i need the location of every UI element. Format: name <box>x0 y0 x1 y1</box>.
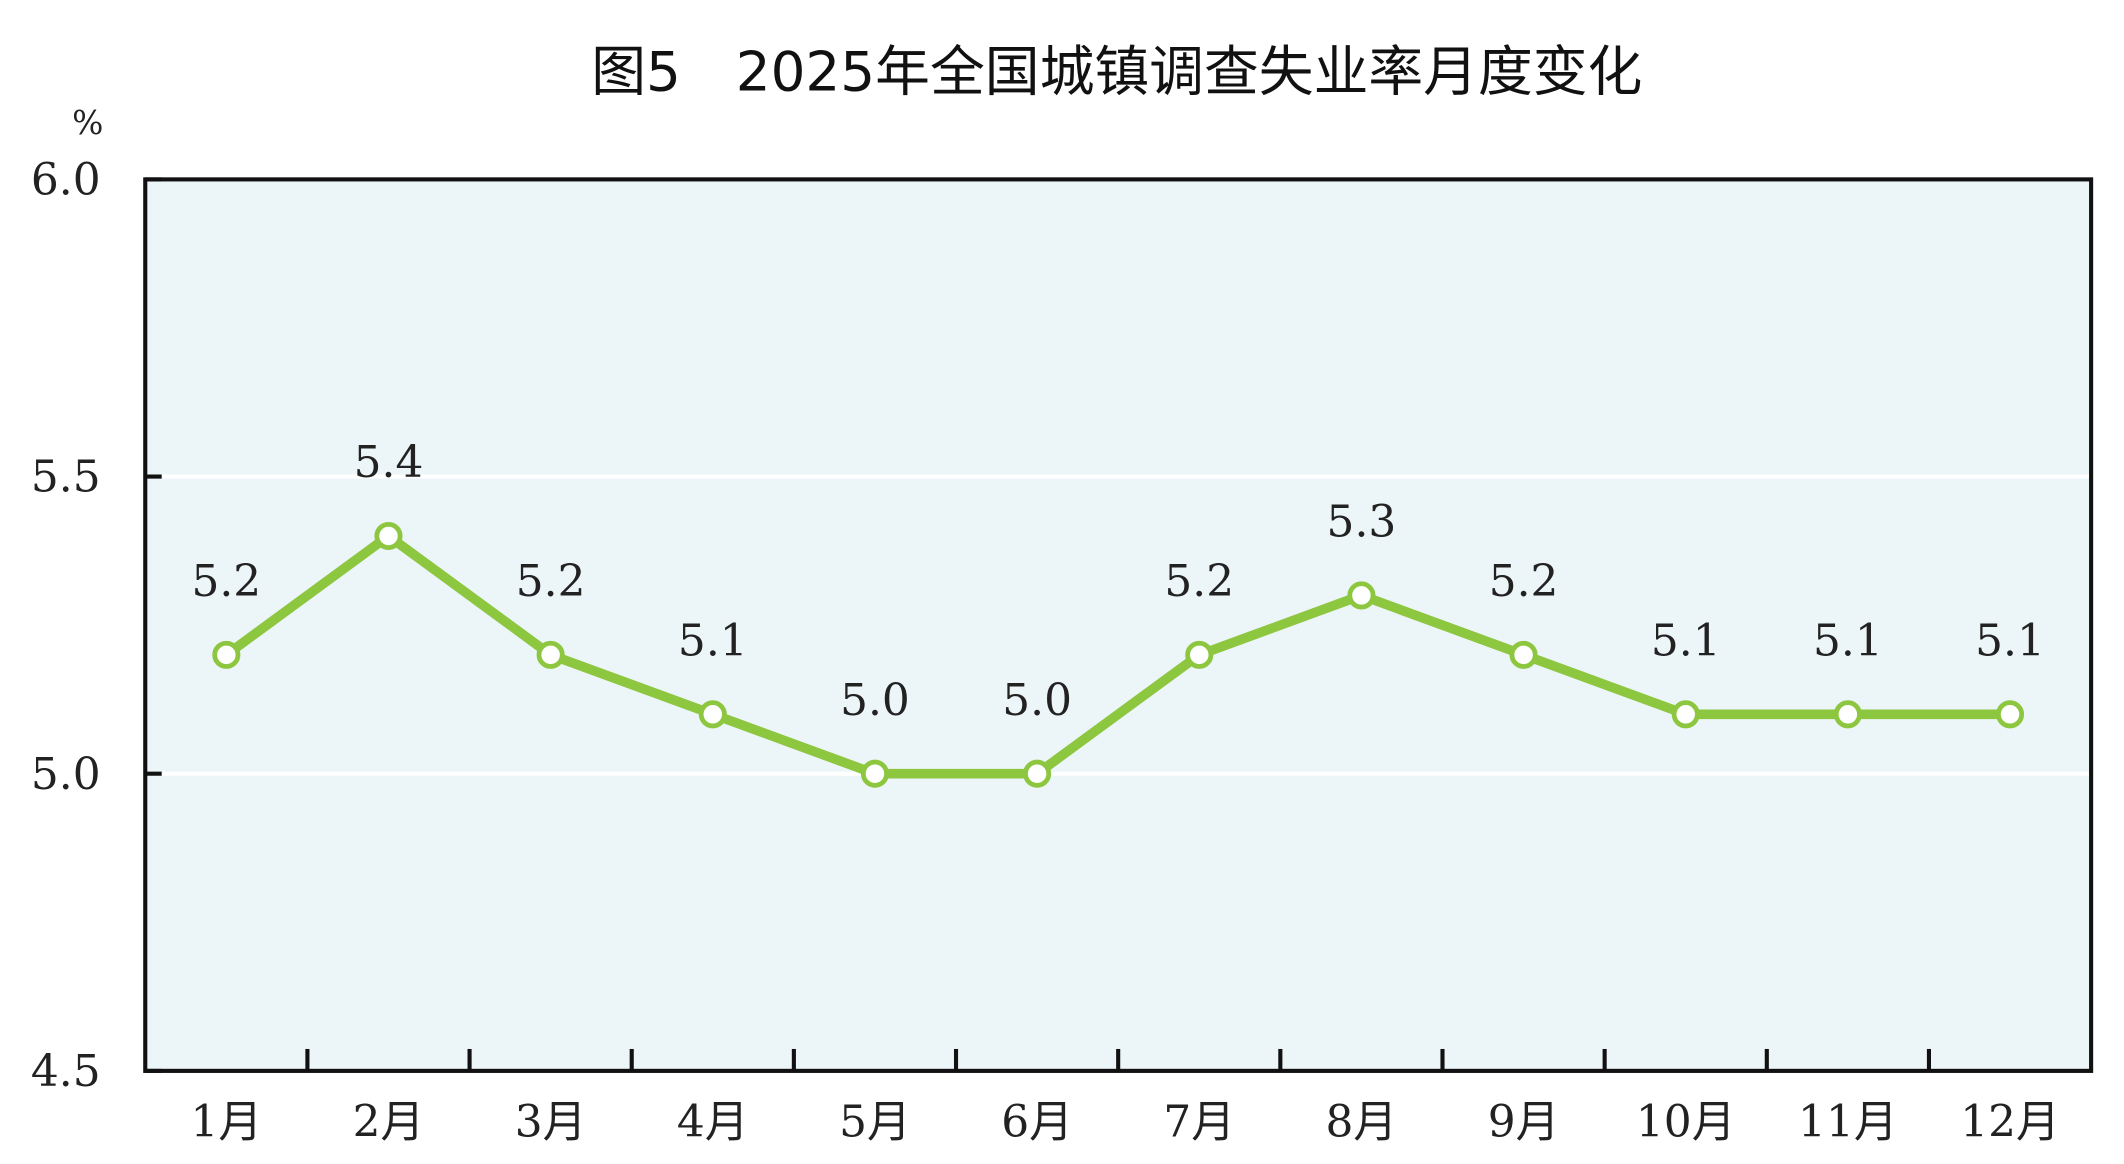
data-point <box>698 700 727 729</box>
data-label: 5.0 <box>1002 675 1072 726</box>
data-point <box>536 640 565 669</box>
chart-title: 图5 2025年全国城镇调查失业率月度变化 <box>591 39 1642 103</box>
y-tick-label: 6.0 <box>31 154 101 205</box>
data-point <box>860 759 889 788</box>
x-tick-label: 11月 <box>1798 1097 1898 1148</box>
x-tick-label: 2月 <box>353 1097 425 1148</box>
data-label: 5.3 <box>1327 497 1397 548</box>
y-axis-unit: % <box>72 103 103 142</box>
data-label: 5.2 <box>516 556 586 607</box>
data-point <box>1347 581 1376 610</box>
data-point <box>1023 759 1052 788</box>
data-point <box>1185 640 1214 669</box>
data-label: 5.2 <box>1164 556 1234 607</box>
data-label: 5.0 <box>840 675 910 726</box>
y-tick-label: 4.5 <box>31 1046 101 1097</box>
data-label: 5.1 <box>1813 615 1883 666</box>
x-tick-label: 5月 <box>839 1097 911 1148</box>
x-tick-label: 1月 <box>190 1097 262 1148</box>
x-tick-label: 10月 <box>1636 1097 1736 1148</box>
x-tick-label: 6月 <box>1001 1097 1073 1148</box>
x-tick-label: 8月 <box>1326 1097 1398 1148</box>
data-point <box>1995 700 2025 729</box>
series-line <box>223 531 2011 779</box>
data-point <box>1671 700 1700 729</box>
data-label: 5.2 <box>191 556 261 607</box>
y-tick-label: 5.5 <box>31 452 101 503</box>
x-tick-label: 4月 <box>677 1097 749 1148</box>
data-label: 5.1 <box>1975 615 2045 666</box>
data-point <box>1833 700 1862 729</box>
plot-area <box>145 179 2092 1071</box>
data-point <box>374 521 403 551</box>
y-tick-label: 5.0 <box>31 749 101 800</box>
data-point <box>1509 640 1538 669</box>
x-tick-label: 3月 <box>515 1097 587 1148</box>
data-label: 5.4 <box>354 437 424 488</box>
x-tick-label: 7月 <box>1163 1097 1235 1148</box>
x-tick-label: 9月 <box>1488 1097 1560 1148</box>
data-point <box>212 640 241 669</box>
data-label: 5.2 <box>1489 556 1559 607</box>
x-tick-label: 12月 <box>1960 1097 2060 1148</box>
data-label: 5.1 <box>1651 615 1721 666</box>
data-label: 5.1 <box>678 615 748 666</box>
